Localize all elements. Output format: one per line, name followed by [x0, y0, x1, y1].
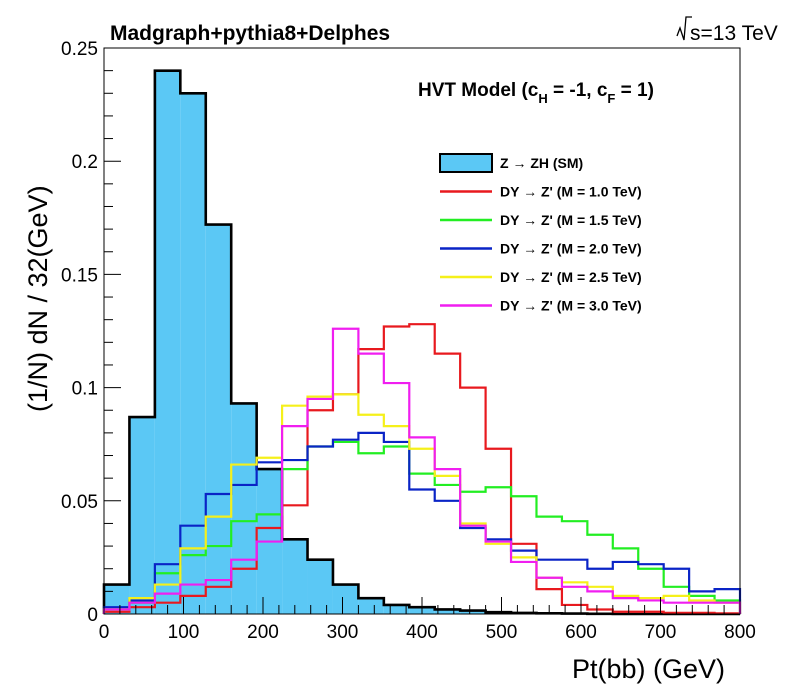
- axes-layer: 0 100 200 300 400 500 600 700 800 0 0.05 0.1 0.15 0.2…: [61, 39, 756, 643]
- legend-label: DY → Z' (M = 2.5 TeV): [500, 269, 642, 285]
- zh-bar: [307, 559, 333, 614]
- zh-bar: [129, 417, 155, 614]
- legend-swatch: [439, 153, 493, 173]
- zh-bar: [332, 584, 359, 614]
- x-tick-label: 400: [406, 622, 438, 643]
- zh-bar: [231, 403, 257, 614]
- x-axis-label: Pt(bb) (GeV): [572, 654, 725, 684]
- legend-label: DY → Z' (M = 1.5 TeV): [500, 212, 642, 228]
- x-tick-label: 0: [99, 622, 110, 643]
- x-tick-label: 800: [724, 622, 756, 643]
- series-3-line: [102, 431, 742, 614]
- legend-entry: DY → Z' (M = 3.0 TeV): [440, 298, 642, 314]
- x-tick-label: 300: [327, 622, 359, 643]
- x-tick-label: 600: [565, 622, 597, 643]
- model-label-prefix: HVT Model (c: [418, 80, 539, 101]
- y-axis-label: (1/N) dN / 32(GeV): [23, 185, 53, 412]
- legend-entry: DY → Z' (M = 1.5 TeV): [440, 212, 642, 228]
- legend-label: DY → Z' (M = 1.0 TeV): [500, 184, 642, 200]
- legend: Z → ZH (SM) DY → Z' (M = 1.0 TeV) DY → Z' …: [439, 153, 642, 314]
- zh-bar: [282, 539, 308, 614]
- model-label: HVT Model (cH = -1, cF = 1): [418, 80, 654, 106]
- y-tick-label: 0.1: [72, 379, 98, 400]
- y-tick-label: 0.15: [61, 265, 98, 286]
- chart-title: Madgraph+pythia8+Delphes: [110, 22, 390, 45]
- model-label-sub-f: F: [607, 91, 615, 106]
- y-tick-label: 0.05: [61, 492, 98, 513]
- zh-bar: [434, 609, 461, 614]
- legend-entry: DY → Z' (M = 2.5 TeV): [440, 269, 642, 285]
- legend-entry: Z → ZH (SM): [439, 153, 583, 173]
- legend-label: DY → Z' (M = 3.0 TeV): [500, 298, 642, 314]
- x-tick-label: 500: [486, 622, 518, 643]
- zh-bar: [358, 598, 384, 614]
- zh-bar: [180, 93, 206, 614]
- legend-entry: DY → Z' (M = 2.0 TeV): [440, 241, 642, 257]
- model-label-sub-h: H: [538, 91, 547, 106]
- y-tick-label: 0.2: [72, 152, 98, 173]
- legend-entry: DY → Z' (M = 1.0 TeV): [440, 184, 642, 200]
- energy-text: s=13 TeV: [690, 22, 778, 45]
- zh-bar: [154, 70, 181, 614]
- sqrt-symbol: [676, 16, 692, 41]
- zh-bar: [205, 224, 232, 615]
- model-label-suffix: = 1): [615, 80, 654, 101]
- series-2-line: [102, 440, 742, 614]
- model-label-mid: = -1, c: [548, 80, 608, 101]
- zh-bar: [460, 610, 486, 614]
- y-tick-label: 0: [87, 605, 98, 626]
- x-tick-label: 200: [247, 622, 279, 643]
- series-5-line: [102, 327, 742, 614]
- x-tick-label: 100: [168, 622, 200, 643]
- x-tick-label: 700: [645, 622, 677, 643]
- energy-label: s=13 TeV: [676, 16, 778, 45]
- y-tick-label: 0.25: [61, 39, 98, 60]
- legend-label: Z → ZH (SM): [500, 155, 583, 171]
- series-4-line: [102, 393, 742, 614]
- legend-label: DY → Z' (M = 2.0 TeV): [500, 241, 642, 257]
- zh-bar: [383, 604, 410, 614]
